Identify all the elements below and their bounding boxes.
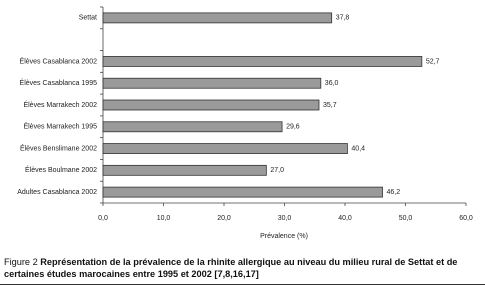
caption: Figure 2 Représentation de la prévalence… [4,256,482,280]
x-tick-label: 50,0 [399,215,413,222]
x-tick-label: 20,0 [217,215,231,222]
value-label: 27,0 [270,167,284,174]
y-tick-label: Adultes Casablanca 2002 [17,189,97,196]
x-tick-label: 30,0 [278,215,292,222]
value-label: 29,6 [286,124,300,131]
y-tick-label: Élèves Marrakech 1995 [23,122,97,131]
caption-text: Représentation de la prévalence de la rh… [4,257,458,279]
x-tick-label: 0,0 [98,215,108,222]
bar [102,99,320,111]
value-label: 36,0 [325,80,339,87]
rule [0,284,485,285]
caption-label: Figure 2 [4,257,38,267]
bar [102,186,383,198]
value-label: 35,7 [323,102,337,109]
y-tick-label: Élèves Casablanca 1995 [20,78,98,87]
bar [102,12,333,24]
bar [102,77,322,89]
bar [102,164,267,176]
x-axis-label: Prévalence (%) [260,233,308,240]
bar [102,143,348,154]
value-label: 52,7 [426,58,440,65]
bar [102,121,283,133]
y-tick-label: Élèves Marrakech 2002 [23,100,97,109]
x-tick-label: 60,0 [459,215,473,222]
value-label: 46,2 [387,189,401,196]
y-tick-label: Élèves Benslimane 2002 [20,143,97,152]
y-tick-label: Settat [79,15,97,22]
y-tick-label: Élèves Boulmane 2002 [25,165,97,174]
x-tick-label: 40,0 [338,215,352,222]
x-tick-label: 10,0 [157,215,171,222]
y-tick-label: Élèves Casablanca 2002 [20,56,98,65]
chart: Prévalence (%) 0,0 10,0 20,0 30,0 40,0 50,0 60… [17,6,473,240]
value-label: 37,8 [336,15,350,22]
bar [102,56,423,67]
value-label: 40,4 [351,145,365,152]
